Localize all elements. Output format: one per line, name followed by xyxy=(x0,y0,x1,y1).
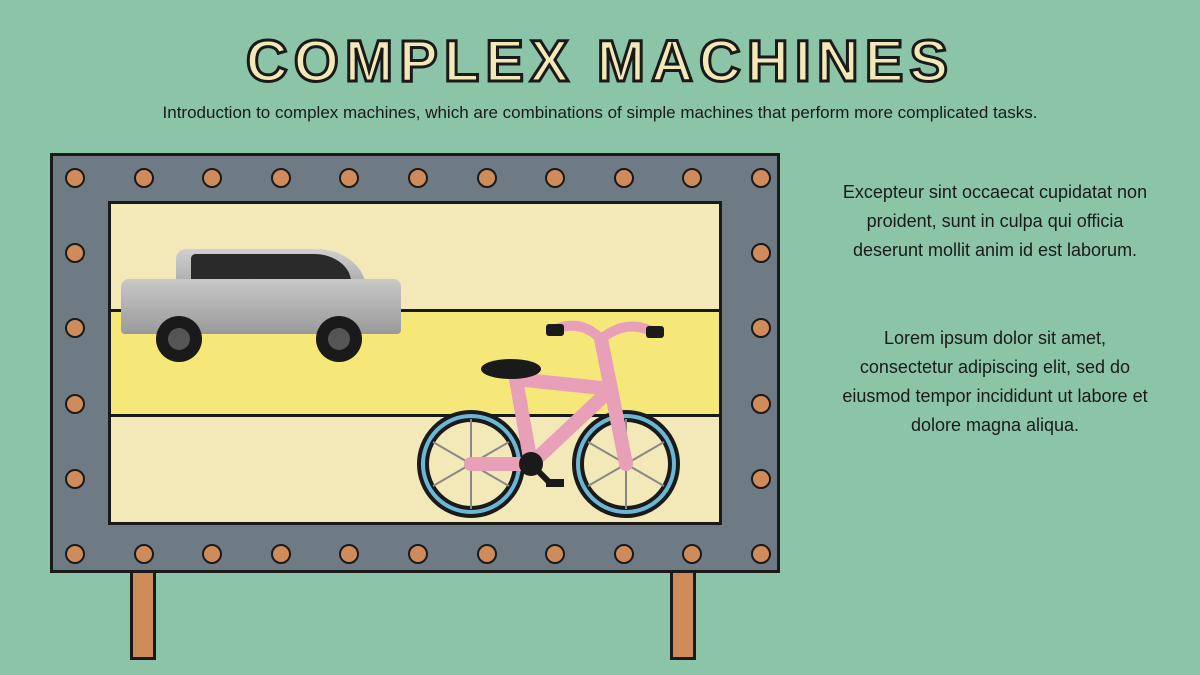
marquee-bulb xyxy=(65,469,85,489)
car-wheel-rear xyxy=(156,316,202,362)
marquee-bulb xyxy=(751,469,771,489)
marquee-bulb xyxy=(614,168,634,188)
marquee-bulb xyxy=(65,544,85,564)
marquee-bulb xyxy=(545,168,565,188)
side-text-column: Excepteur sint occaecat cupidatat non pr… xyxy=(780,153,1150,573)
marquee-bulb xyxy=(65,394,85,414)
marquee-bulb xyxy=(751,544,771,564)
marquee-bulb xyxy=(682,544,702,564)
car-window xyxy=(191,254,351,282)
billboard-container xyxy=(50,153,780,573)
billboard-leg-right xyxy=(670,570,696,660)
marquee-bulb xyxy=(477,168,497,188)
marquee-bulb xyxy=(339,168,359,188)
marquee-bulb xyxy=(65,243,85,263)
marquee-bulb xyxy=(545,544,565,564)
billboard-frame xyxy=(50,153,780,573)
marquee-bulb xyxy=(134,544,154,564)
marquee-bulb xyxy=(751,394,771,414)
billboard-screen xyxy=(108,201,722,525)
marquee-bulb xyxy=(202,544,222,564)
marquee-bulb xyxy=(751,168,771,188)
marquee-bulb xyxy=(751,243,771,263)
bicycle-illustration xyxy=(401,289,701,519)
marquee-bulb xyxy=(65,318,85,338)
paragraph-1: Excepteur sint occaecat cupidatat non pr… xyxy=(840,178,1150,264)
marquee-bulb xyxy=(408,168,428,188)
content-row: Excepteur sint occaecat cupidatat non pr… xyxy=(0,153,1200,573)
bike-handlebar xyxy=(556,326,651,339)
billboard-leg-left xyxy=(130,570,156,660)
marquee-bulb xyxy=(271,544,291,564)
paragraph-2: Lorem ipsum dolor sit amet, consectetur … xyxy=(840,324,1150,439)
marquee-bulb xyxy=(614,544,634,564)
car-wheel-front xyxy=(316,316,362,362)
marquee-bulb xyxy=(408,544,428,564)
bike-frame xyxy=(471,339,626,464)
marquee-bulb xyxy=(271,168,291,188)
marquee-bulb xyxy=(65,168,85,188)
marquee-bulb xyxy=(682,168,702,188)
page-title: COMPLEX MACHINES xyxy=(0,0,1200,95)
marquee-bulb xyxy=(477,544,497,564)
marquee-bulb xyxy=(751,318,771,338)
page-subtitle: Introduction to complex machines, which … xyxy=(0,103,1200,123)
marquee-bulb xyxy=(339,544,359,564)
car-illustration xyxy=(121,244,401,364)
marquee-bulb xyxy=(202,168,222,188)
bike-seat xyxy=(481,359,541,379)
marquee-bulb xyxy=(134,168,154,188)
